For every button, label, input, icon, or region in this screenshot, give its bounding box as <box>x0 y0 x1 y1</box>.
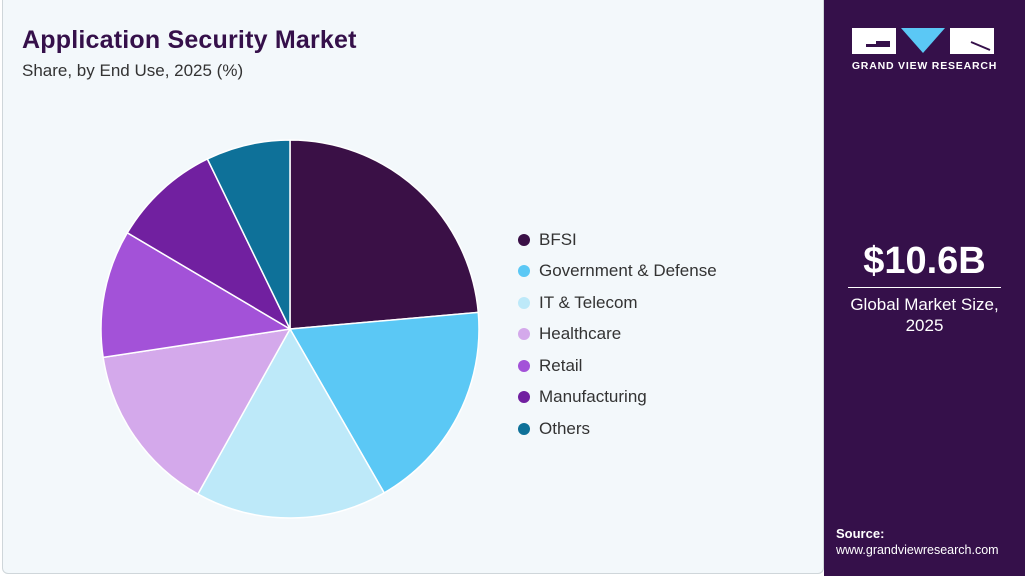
legend-swatch <box>518 359 530 372</box>
legend: BFSI Government & Defense IT & Telecom Heal… <box>518 224 717 445</box>
pie-slice-others <box>206 139 291 330</box>
legend-swatch <box>518 265 530 278</box>
legend-swatch <box>518 328 530 341</box>
legend-label: BFSI <box>539 229 577 249</box>
legend-item: Government & Defense <box>518 256 717 288</box>
legend-item: Retail <box>518 350 717 382</box>
pie-slice-manufacturing <box>126 158 292 331</box>
pie-slice-government-defense <box>288 311 480 494</box>
legend-label: Manufacturing <box>539 387 647 407</box>
source-url[interactable]: www.grandviewresearch.com <box>836 543 999 557</box>
pie-slice-it-telecom <box>196 327 386 519</box>
pie-chart <box>100 139 480 519</box>
legend-swatch <box>518 296 530 309</box>
pie-slice-healthcare <box>102 328 292 496</box>
legend-item: BFSI <box>518 224 717 256</box>
legend-label: Others <box>539 418 591 438</box>
pie-slice-retail <box>100 231 293 359</box>
legend-item: Manufacturing <box>518 382 717 414</box>
legend-item: Others <box>518 413 717 445</box>
legend-label: IT & Telecom <box>539 292 638 312</box>
brand-name: GRAND VIEW RESEARCH <box>851 60 998 72</box>
legend-item: IT & Telecom <box>518 287 717 319</box>
legend-label: Retail <box>539 355 583 375</box>
divider <box>848 287 1001 288</box>
chart-subtitle: Share, by End Use, 2025 (%) <box>22 61 244 80</box>
market-size-caption: Global Market Size, 2025 <box>824 294 1025 336</box>
legend-label: Government & Defense <box>539 261 717 281</box>
legend-label: Healthcare <box>539 324 622 344</box>
chart-title: Application Security Market <box>22 26 357 54</box>
market-size-value: $10.6B <box>863 240 986 282</box>
gvr-logo <box>852 28 994 54</box>
legend-swatch <box>518 391 530 404</box>
caption-text: Global Market Size, 2025 <box>850 295 999 335</box>
legend-swatch <box>518 422 530 435</box>
legend-swatch <box>518 233 530 246</box>
source-label: Source: <box>836 526 885 541</box>
legend-item: Healthcare <box>518 319 717 351</box>
pie-slice-bfsi <box>289 139 480 330</box>
sidebar: GRAND VIEW RESEARCH $10.6B Global Market… <box>824 0 1025 576</box>
